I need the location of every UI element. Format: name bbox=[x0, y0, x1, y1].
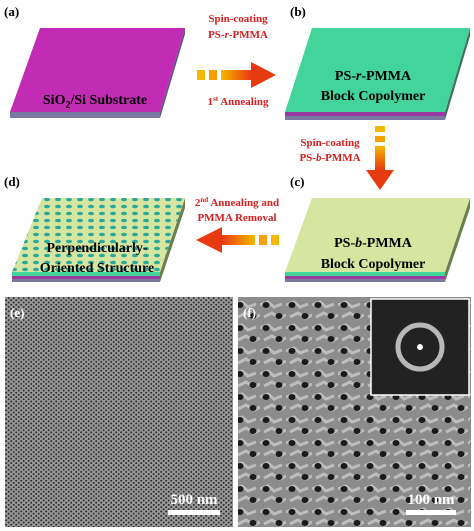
plate-a bbox=[10, 28, 185, 118]
scale-bar bbox=[168, 510, 220, 515]
plate-c bbox=[285, 198, 470, 282]
plate-text: Block Copolymer bbox=[321, 89, 426, 104]
plate-text: Block Copolymer bbox=[321, 257, 426, 272]
plate-d bbox=[12, 198, 185, 282]
scale-bar bbox=[406, 510, 456, 515]
fft-inset bbox=[370, 298, 470, 396]
step-text: PMMA Removal bbox=[197, 212, 276, 224]
panel-label: (c) bbox=[290, 174, 304, 189]
scale-text: 100 nm bbox=[407, 492, 455, 508]
arrow-left bbox=[196, 227, 279, 253]
panel-label: (e) bbox=[10, 305, 24, 320]
plate-text: Oriented Structure bbox=[40, 261, 154, 276]
plate-text: Perpendicularly- bbox=[46, 241, 147, 256]
plate-text: PS-r-PMMA bbox=[335, 69, 412, 84]
step-text: Spin-coating bbox=[300, 137, 360, 149]
step-text: PS-b-PMMA bbox=[299, 152, 360, 164]
panel-label: (f) bbox=[243, 305, 256, 320]
panel-label: (a) bbox=[4, 4, 19, 19]
step-text: PS-r-PMMA bbox=[208, 29, 268, 41]
panel-label: (b) bbox=[290, 4, 306, 19]
scale-text: 500 nm bbox=[170, 492, 218, 508]
arrow-right bbox=[197, 62, 276, 88]
step-text: Spin-coating bbox=[208, 13, 268, 25]
plate-text: SiO2/Si Substrate bbox=[43, 93, 147, 111]
plate-text: PS-b-PMMA bbox=[334, 236, 413, 251]
arrow-down bbox=[366, 126, 394, 190]
panel-label: (d) bbox=[4, 174, 20, 189]
sem-image bbox=[5, 297, 233, 527]
step-text: 1st Annealing bbox=[208, 95, 269, 108]
step-text: 2nd Annealing and bbox=[195, 196, 279, 209]
plate-b bbox=[285, 28, 470, 120]
